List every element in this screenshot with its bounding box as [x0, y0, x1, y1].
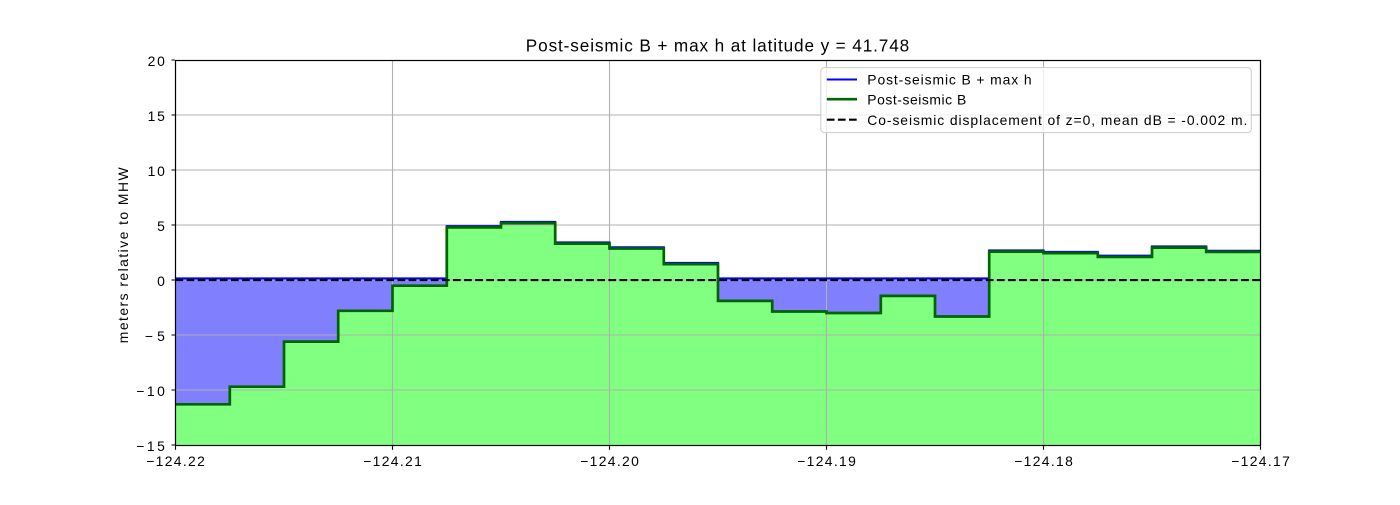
- svg-text:15: 15: [148, 108, 165, 124]
- svg-text:Co-seismic displacement of z=0: Co-seismic displacement of z=0, mean dB …: [867, 112, 1247, 128]
- svg-text:Post-seismic B + max h at lati: Post-seismic B + max h at latitude y = 4…: [526, 36, 909, 56]
- svg-text:meters relative to MHW: meters relative to MHW: [115, 167, 131, 344]
- svg-text:−124.17: −124.17: [1231, 453, 1290, 469]
- svg-text:Post-seismic B: Post-seismic B: [867, 91, 966, 107]
- svg-text:−10: −10: [136, 383, 165, 399]
- svg-text:Post-seismic B + max h: Post-seismic B + max h: [867, 72, 1031, 88]
- svg-text:0: 0: [157, 273, 165, 289]
- svg-text:10: 10: [148, 163, 165, 179]
- svg-text:−124.19: −124.19: [797, 453, 856, 469]
- svg-text:−124.22: −124.22: [146, 453, 205, 469]
- svg-text:−15: −15: [136, 438, 165, 454]
- svg-text:−124.21: −124.21: [363, 453, 422, 469]
- svg-text:5: 5: [157, 218, 165, 234]
- svg-text:20: 20: [148, 53, 165, 69]
- svg-text:−124.18: −124.18: [1014, 453, 1073, 469]
- svg-text:−124.20: −124.20: [580, 453, 639, 469]
